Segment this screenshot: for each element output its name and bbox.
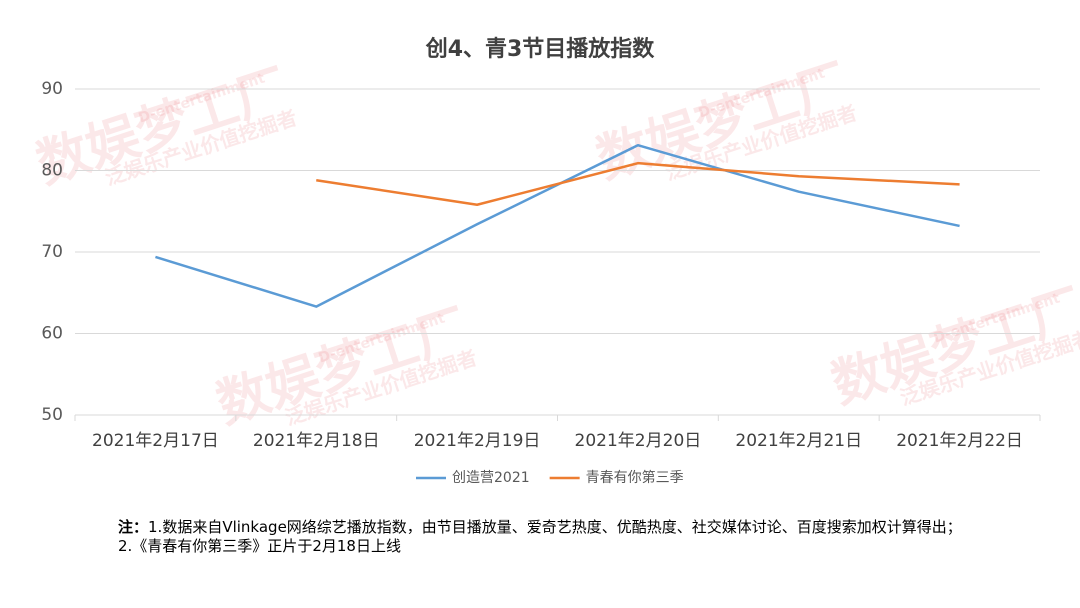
x-tick-label: 2021年2月19日 — [414, 431, 541, 451]
notes-label: 注： — [118, 518, 149, 536]
y-tick-label: 70 — [41, 242, 63, 262]
y-tick-label: 90 — [41, 79, 63, 99]
note-line: 2.《青春有你第三季》正片于2月18日上线 — [118, 537, 401, 555]
series-line — [316, 161, 960, 206]
notes: 注：1.数据来自Vlinkage网络综艺播放指数，由节目播放量、爱奇艺热度、优酷… — [118, 518, 998, 556]
y-tick-label: 80 — [41, 161, 63, 181]
y-tick-label: 60 — [41, 324, 63, 344]
series-line — [155, 143, 960, 308]
x-tick-label: 2021年2月20日 — [575, 431, 702, 451]
chart-title: 创4、青3节目播放指数 — [425, 36, 656, 62]
x-tick-label: 2021年2月18日 — [253, 431, 380, 451]
x-tick-label: 2021年2月17日 — [92, 431, 219, 451]
x-tick-label: 2021年2月21日 — [735, 431, 862, 451]
legend-label: 创造营2021 — [452, 470, 530, 486]
note-line: 1.数据来自Vlinkage网络综艺播放指数，由节目播放量、爱奇艺热度、优酷热度… — [148, 518, 962, 536]
y-tick-label: 50 — [41, 405, 63, 425]
x-tick-label: 2021年2月22日 — [896, 431, 1023, 451]
legend-label: 青春有你第三季 — [586, 469, 684, 486]
